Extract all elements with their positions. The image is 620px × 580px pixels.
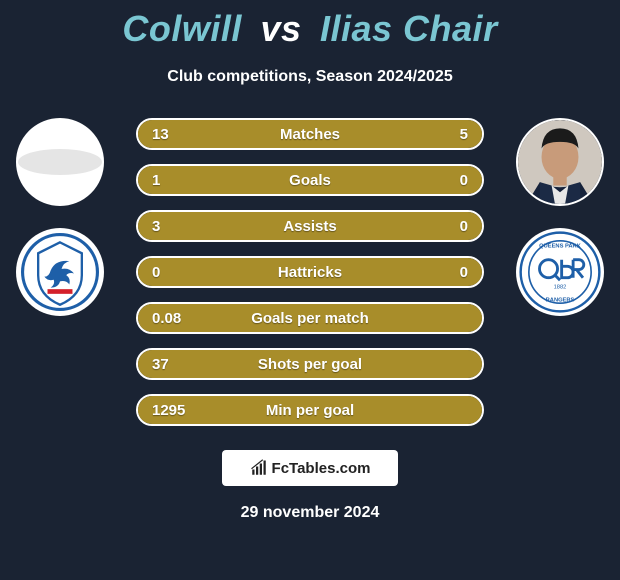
stat-value-right: 0: [460, 172, 468, 189]
title-player2: Ilias Chair: [320, 8, 498, 49]
player-column-right: QUEENS PARK RANGERS 1882: [500, 118, 620, 316]
club-badge-right: QUEENS PARK RANGERS 1882: [516, 228, 604, 316]
stat-value-left: 13: [152, 126, 169, 143]
stat-row: 0 0 Hattricks: [136, 256, 484, 288]
stat-row: 1295 Min per goal: [136, 394, 484, 426]
club-badge-left: [16, 228, 104, 316]
title-player1: Colwill: [122, 8, 242, 49]
player-avatar-right: [516, 118, 604, 206]
stat-label: Assists: [283, 218, 336, 235]
stat-value-right: 5: [460, 126, 468, 143]
player-photo-icon: [518, 118, 602, 206]
svg-text:QUEENS PARK: QUEENS PARK: [539, 243, 581, 249]
stat-value-left: 3: [152, 218, 160, 235]
qpr-badge-icon: QUEENS PARK RANGERS 1882: [519, 231, 601, 313]
stat-value-right: 0: [460, 264, 468, 281]
date-label: 29 november 2024: [0, 504, 620, 522]
subtitle: Club competitions, Season 2024/2025: [0, 68, 620, 86]
stat-value-left: 1295: [152, 402, 185, 419]
stat-value-left: 0.08: [152, 310, 181, 327]
stat-value-left: 1: [152, 172, 160, 189]
player-avatar-left: [16, 118, 104, 206]
stat-row: 1 0 Goals: [136, 164, 484, 196]
stat-row: 3 0 Assists: [136, 210, 484, 242]
stat-bar-left: [138, 120, 386, 148]
stat-value-left: 37: [152, 356, 169, 373]
stat-value-right: 0: [460, 218, 468, 235]
stat-label: Hattricks: [278, 264, 342, 281]
stat-row: 0.08 Goals per match: [136, 302, 484, 334]
stat-label: Shots per goal: [258, 356, 362, 373]
comparison-content: QUEENS PARK RANGERS 1882 13 5 Matches 1 0 Goa…: [0, 118, 620, 426]
svg-text:RANGERS: RANGERS: [546, 298, 575, 304]
title-vs: vs: [260, 8, 301, 49]
footer-site-label: FcTables.com: [272, 460, 371, 477]
stat-row: 37 Shots per goal: [136, 348, 484, 380]
chart-icon: [250, 459, 268, 477]
stat-value-left: 0: [152, 264, 160, 281]
page-title: Colwill vs Ilias Chair: [0, 0, 620, 50]
stats-list: 13 5 Matches 1 0 Goals 3 0 Assists 0 0 Hattricks 0.0…: [136, 118, 484, 426]
svg-text:1882: 1882: [554, 284, 567, 290]
avatar-placeholder-icon: [18, 149, 102, 175]
stat-label: Matches: [280, 126, 340, 143]
player-column-left: [0, 118, 120, 316]
stat-label: Goals: [289, 172, 331, 189]
stat-label: Min per goal: [266, 402, 354, 419]
cardiff-badge-icon: [21, 233, 99, 311]
footer-site-badge[interactable]: FcTables.com: [222, 450, 398, 486]
stat-row: 13 5 Matches: [136, 118, 484, 150]
stat-label: Goals per match: [251, 310, 369, 327]
